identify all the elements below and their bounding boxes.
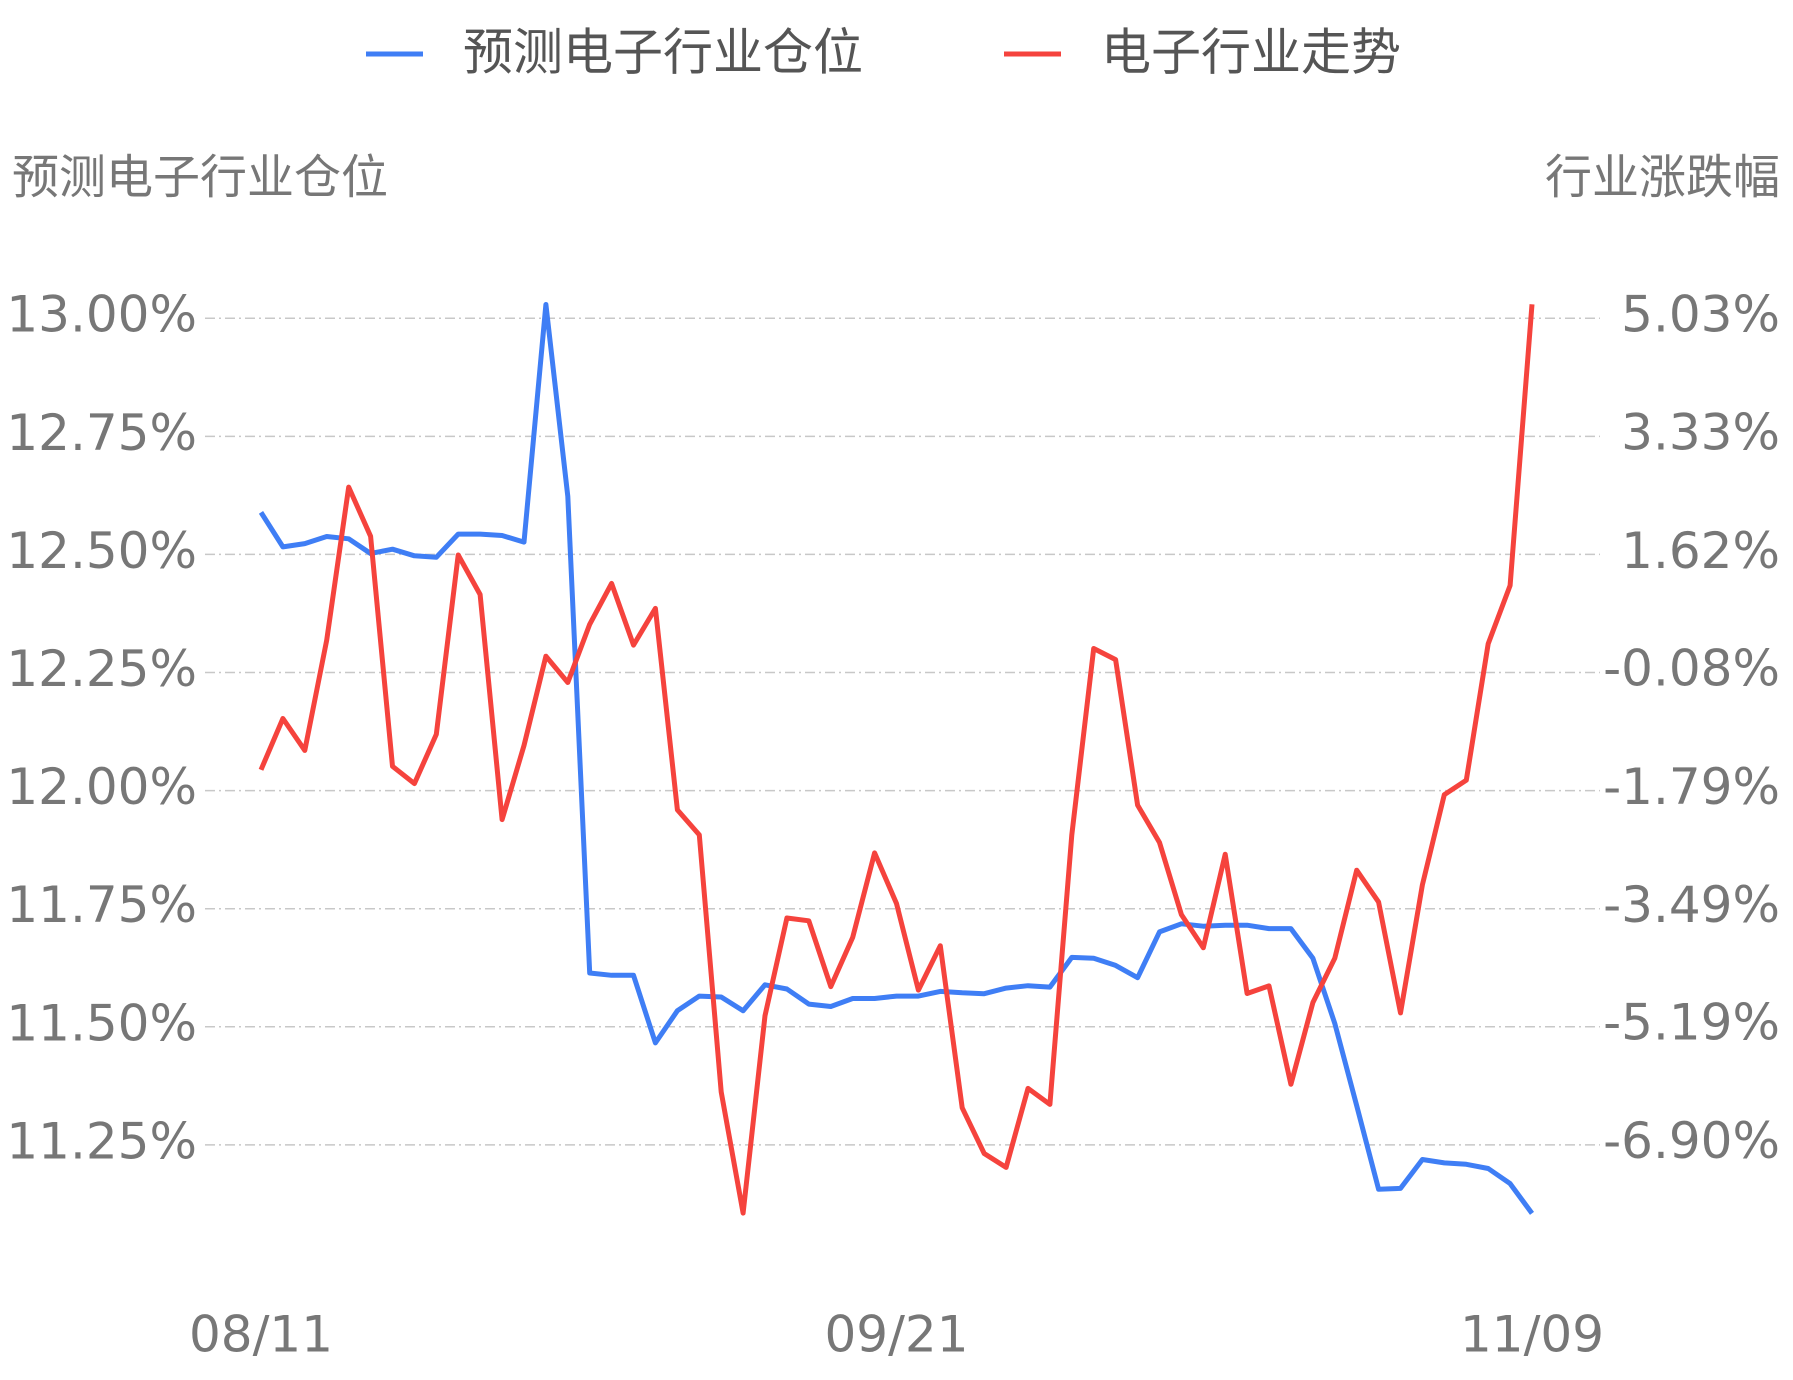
line-series (258, 302, 1535, 1215)
x-tick-label: 11/09 (1460, 1306, 1604, 1364)
line-series (258, 304, 1535, 1216)
y-tick-label: 11.50% (6, 994, 197, 1052)
y2-tick-label: -5.19% (1603, 994, 1780, 1052)
y2-tick-label: -3.49% (1603, 876, 1780, 934)
legend-label: 预测电子行业仓位 (463, 24, 863, 82)
y-tick-label: 12.00% (6, 758, 197, 816)
y2-tick-label: -0.08% (1603, 640, 1780, 698)
y2-tick-label: 3.33% (1621, 403, 1780, 461)
y-tick-label: 12.25% (6, 640, 197, 698)
y2-axis-title: 行业涨跌幅 (1545, 151, 1780, 206)
legend-label: 电子行业走势 (1101, 24, 1401, 82)
y2-tick-label: -6.90% (1603, 1112, 1780, 1170)
y2-tick-label: 5.03% (1621, 286, 1780, 344)
y2-tick-label: 1.62% (1621, 522, 1780, 580)
x-tick-label: 08/11 (189, 1306, 333, 1364)
y-tick-label: 13.00% (6, 286, 197, 344)
y-axis-title: 预测电子行业仓位 (12, 151, 388, 206)
y-tick-label: 11.25% (6, 1112, 197, 1170)
y-tick-label: 12.75% (6, 404, 197, 462)
y-tick-label: 12.50% (6, 522, 197, 580)
y-tick-label: 11.75% (6, 876, 197, 934)
x-tick-label: 09/21 (824, 1306, 968, 1364)
y2-tick-label: -1.79% (1603, 758, 1780, 816)
